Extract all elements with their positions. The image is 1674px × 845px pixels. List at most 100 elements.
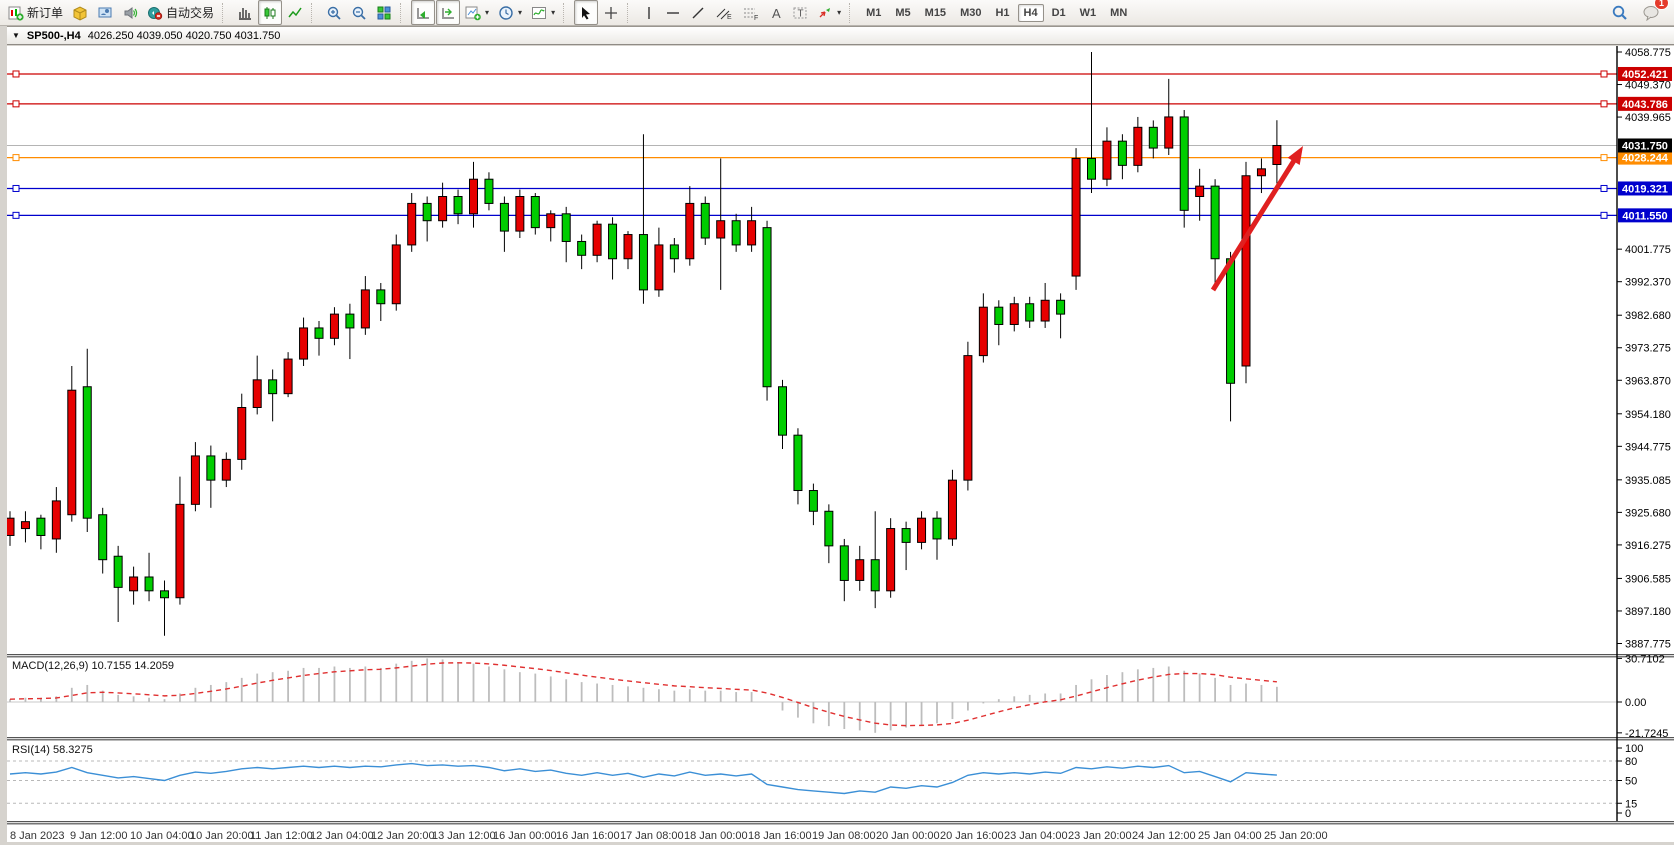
hline-handle[interactable] [1600, 100, 1608, 108]
alerts-button[interactable] [118, 0, 142, 25]
timeframe-M5[interactable]: M5 [895, 6, 911, 19]
timeframe-M30[interactable]: M30 [960, 6, 982, 19]
price-badge-label: 4031.750 [1622, 140, 1668, 152]
svg-text:E: E [727, 14, 732, 21]
periods-button[interactable]: ▾ [494, 0, 526, 25]
price-tick-label: 4001.775 [1625, 244, 1671, 256]
candle-bull [1195, 185, 1205, 198]
main-toolbar: 新订单 自动交易 ▾ ▾ [0, 0, 1674, 26]
hline-handle[interactable] [1600, 184, 1608, 192]
hline-handle[interactable] [1600, 70, 1608, 78]
candle-bull [20, 521, 30, 530]
indicators-icon [532, 6, 547, 19]
autotrading-button[interactable]: 自动交易 [143, 0, 218, 25]
tile-windows-button[interactable] [372, 0, 396, 25]
sep-macd-rsi[interactable] [7, 737, 1674, 739]
timeframe-D1[interactable]: D1 [1051, 6, 1066, 19]
price-badge[interactable] [1618, 208, 1672, 223]
candle-bear [144, 576, 154, 592]
candle-bull [391, 244, 401, 305]
hline-handle[interactable] [12, 184, 20, 192]
candle-bull [685, 202, 695, 260]
chat-button[interactable]: 1 [1638, 0, 1669, 25]
price-tick-label: 3925.680 [1625, 507, 1671, 519]
candle-bull [978, 306, 988, 357]
time-axis-label: 16 Jan 00:00 [493, 830, 557, 842]
svg-text:T: T [798, 8, 804, 19]
timeframe-H4[interactable]: H4 [1017, 3, 1044, 22]
price-tick-label: 3916.275 [1625, 540, 1671, 552]
bar-chart-icon [239, 7, 252, 20]
price-tick-label: 3992.370 [1625, 277, 1671, 289]
price-badge[interactable] [1618, 138, 1672, 153]
hline-handle[interactable] [12, 211, 20, 219]
text-label-tool[interactable]: T [788, 0, 812, 25]
arrows-tool[interactable]: ▾ [813, 0, 845, 25]
timeframe-W1[interactable]: W1 [1079, 6, 1097, 19]
timeframe-MN[interactable]: MN [1110, 6, 1128, 19]
candle-bear [731, 220, 741, 246]
toolbar-right-group: 1 [1607, 0, 1670, 25]
new-chart-icon [465, 6, 481, 20]
chart-collapse-icon[interactable]: ▼ [12, 31, 20, 40]
sep-macd-rsi[interactable] [7, 739, 1674, 741]
candle-bear [669, 244, 679, 260]
crosshair-tool-button[interactable] [599, 0, 623, 25]
hline-handle[interactable] [1600, 154, 1608, 162]
timeframe-M1[interactable]: M1 [866, 6, 882, 19]
trend-arrow[interactable] [1210, 157, 1298, 292]
cursor-tool-button[interactable] [574, 0, 599, 25]
status-strip [0, 842, 1674, 845]
candle-bear [113, 555, 123, 588]
sep-main-macd[interactable] [7, 654, 1674, 656]
auto-scroll-button[interactable] [411, 0, 436, 25]
price-badge[interactable] [1618, 96, 1672, 111]
indicators-button[interactable]: ▾ [527, 0, 559, 25]
vertical-line-tool[interactable] [638, 0, 660, 25]
candle-bear [561, 213, 571, 242]
hline-handle[interactable] [12, 100, 20, 108]
candle-bear [1210, 185, 1220, 260]
chart-shift-button[interactable] [436, 0, 461, 25]
macd-axis-label: 0.00 [1625, 697, 1646, 709]
candle-bear [824, 510, 834, 547]
svg-text:F: F [754, 15, 758, 21]
time-axis-label: 16 Jan 16:00 [556, 830, 620, 842]
candle-bear [700, 202, 710, 239]
candle-bear [268, 379, 278, 395]
journal-button[interactable] [68, 0, 92, 25]
price-badge[interactable] [1618, 66, 1672, 81]
search-button[interactable] [1607, 0, 1632, 25]
price-badge[interactable] [1618, 181, 1672, 196]
sep-rsi-time[interactable] [7, 823, 1674, 825]
hline-handle[interactable] [12, 70, 20, 78]
candle-bull [716, 220, 726, 239]
zoom-in-button[interactable] [322, 0, 346, 25]
new-chart-button[interactable]: ▾ [461, 0, 493, 25]
line-chart-button[interactable] [283, 0, 307, 25]
fibonacci-tool[interactable]: F [738, 0, 764, 25]
rsi-label: RSI(14) 58.3275 [12, 744, 93, 756]
candle-bull [1071, 157, 1081, 277]
chart-canvas[interactable]: MACD(12,26,9) 10.7155 14.2059 RSI(14) 58.… [7, 46, 1674, 845]
bar-chart-button[interactable] [233, 0, 257, 25]
time-axis-label: 10 Jan 04:00 [130, 830, 194, 842]
market-watch-button[interactable] [93, 0, 117, 25]
sep-main-macd[interactable] [7, 656, 1674, 658]
hline-handle[interactable] [1600, 211, 1608, 219]
candle-bull [175, 503, 185, 599]
sep-rsi-time[interactable] [7, 821, 1674, 823]
horizontal-line-tool[interactable] [661, 0, 685, 25]
toolbar-separator [849, 2, 856, 23]
hline-handle[interactable] [12, 154, 20, 162]
new-order-button[interactable]: 新订单 [4, 0, 67, 25]
channel-tool[interactable]: E [711, 0, 737, 25]
candle-bull [360, 289, 370, 329]
trendline-tool[interactable] [686, 0, 710, 25]
timeframe-H1[interactable]: H1 [995, 6, 1010, 19]
zoom-out-button[interactable] [347, 0, 371, 25]
text-tool[interactable]: A [765, 0, 787, 25]
price-badge[interactable] [1618, 150, 1672, 165]
timeframe-M15[interactable]: M15 [924, 6, 947, 19]
candlestick-chart-button[interactable] [258, 0, 283, 25]
